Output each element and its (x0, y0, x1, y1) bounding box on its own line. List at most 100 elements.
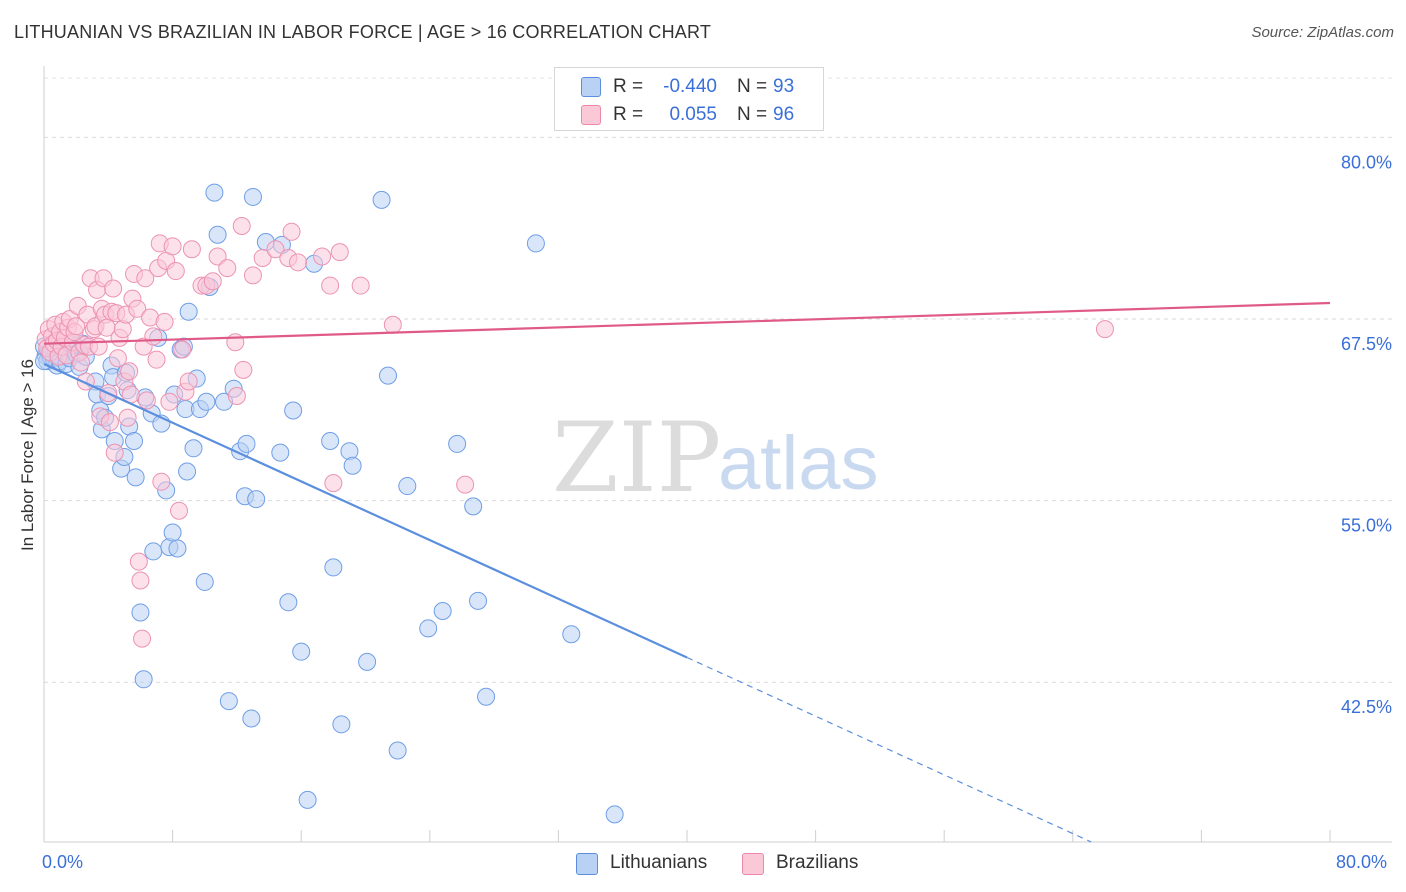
data-point (125, 432, 144, 451)
data-point (67, 317, 86, 336)
data-point (134, 670, 153, 689)
data-point (340, 442, 359, 461)
watermark-zip: ZIP (552, 402, 721, 514)
data-point (163, 237, 182, 256)
data-point (271, 443, 290, 462)
watermark-atlas: atlas (718, 421, 879, 506)
data-point (321, 432, 340, 451)
data-point (166, 262, 185, 281)
data-point (242, 709, 261, 728)
series-brazilians (36, 217, 1114, 648)
data-point (298, 790, 317, 809)
trend-line-lithuanians (43, 363, 688, 659)
data-point (253, 248, 272, 267)
x-tick-label-max: 80.0% (1336, 852, 1388, 872)
data-point (133, 629, 152, 648)
data-point (358, 652, 377, 671)
data-point (170, 501, 189, 520)
data-point (379, 366, 398, 385)
stats-row-lithuanians: R = -0.440 N = 93 (555, 74, 823, 102)
data-point (128, 299, 147, 318)
data-point (388, 741, 407, 760)
x-tick-label-min: 0.0% (42, 852, 84, 872)
data-point (243, 266, 262, 285)
data-point (113, 320, 132, 339)
data-point (292, 642, 311, 661)
stats-row-brazilians: R = 0.055 N = 96 (555, 102, 823, 130)
data-point (279, 593, 298, 612)
data-point (456, 475, 475, 494)
source-label: Source: ZipAtlas.com (1251, 24, 1394, 41)
data-point (155, 312, 174, 331)
data-point (144, 327, 163, 346)
r-value: 0.055 (669, 104, 717, 125)
data-point (226, 333, 245, 352)
data-point (195, 572, 214, 591)
data-point (126, 468, 145, 487)
data-point (137, 391, 156, 410)
data-point (108, 349, 127, 368)
data-point (136, 269, 155, 288)
data-point (173, 340, 192, 359)
y-axis-title: In Labor Force | Age > 16 (18, 358, 37, 552)
data-point (219, 692, 238, 711)
legend-label: Brazilians (776, 852, 859, 873)
n-label: N = (737, 76, 768, 97)
data-point (433, 602, 452, 620)
data-point (104, 279, 123, 298)
data-point (208, 247, 227, 266)
data-point (477, 687, 496, 706)
r-value: -0.440 (663, 76, 717, 97)
data-point (324, 558, 343, 577)
data-point (197, 392, 216, 411)
data-point (178, 462, 197, 481)
data-point (129, 552, 148, 571)
data-point (562, 625, 581, 644)
data-point (205, 183, 224, 202)
data-point (100, 413, 119, 432)
data-point (152, 472, 171, 491)
data-point (227, 386, 246, 405)
data-point (266, 240, 285, 259)
data-point (147, 350, 166, 369)
n-value: 93 (773, 76, 795, 97)
axes (43, 66, 1392, 843)
n-value: 96 (773, 104, 795, 125)
legend-swatch-brazilians (742, 853, 764, 875)
data-point (208, 225, 227, 244)
data-point (526, 234, 545, 253)
data-point (179, 372, 198, 391)
legend: Lithuanians Brazilians (0, 852, 1406, 878)
y-tick-label: 55.0% (1341, 516, 1392, 536)
data-point (144, 542, 163, 561)
data-point (184, 439, 203, 458)
data-point (605, 805, 624, 824)
data-point (343, 456, 362, 475)
data-point (160, 392, 179, 411)
data-point (448, 434, 467, 453)
data-point (324, 474, 343, 493)
y-tick-label: 67.5% (1341, 334, 1392, 354)
r-label: R = (613, 104, 644, 125)
data-point (163, 523, 182, 542)
legend-label: Lithuanians (610, 852, 708, 873)
data-point (89, 337, 108, 356)
trend-line-brazilians (43, 301, 1331, 345)
stats-box: R = -0.440 N = 93 R = 0.055 N = 96 (554, 67, 824, 131)
data-point (372, 190, 391, 209)
trend-line-extension (686, 656, 1092, 843)
data-point (232, 217, 251, 235)
chart-title: LITHUANIAN VS BRAZILIAN IN LABOR FORCE |… (14, 22, 712, 42)
data-point (383, 315, 402, 334)
data-point (1095, 320, 1114, 339)
data-point (237, 434, 256, 453)
r-label: R = (613, 76, 644, 97)
data-point (234, 360, 253, 379)
grid-lines (44, 77, 1392, 683)
data-point (131, 571, 150, 590)
data-point (284, 401, 303, 420)
data-point (398, 477, 417, 496)
data-point (105, 443, 124, 462)
data-point (419, 619, 438, 638)
y-tick-label: 42.5% (1341, 697, 1392, 717)
